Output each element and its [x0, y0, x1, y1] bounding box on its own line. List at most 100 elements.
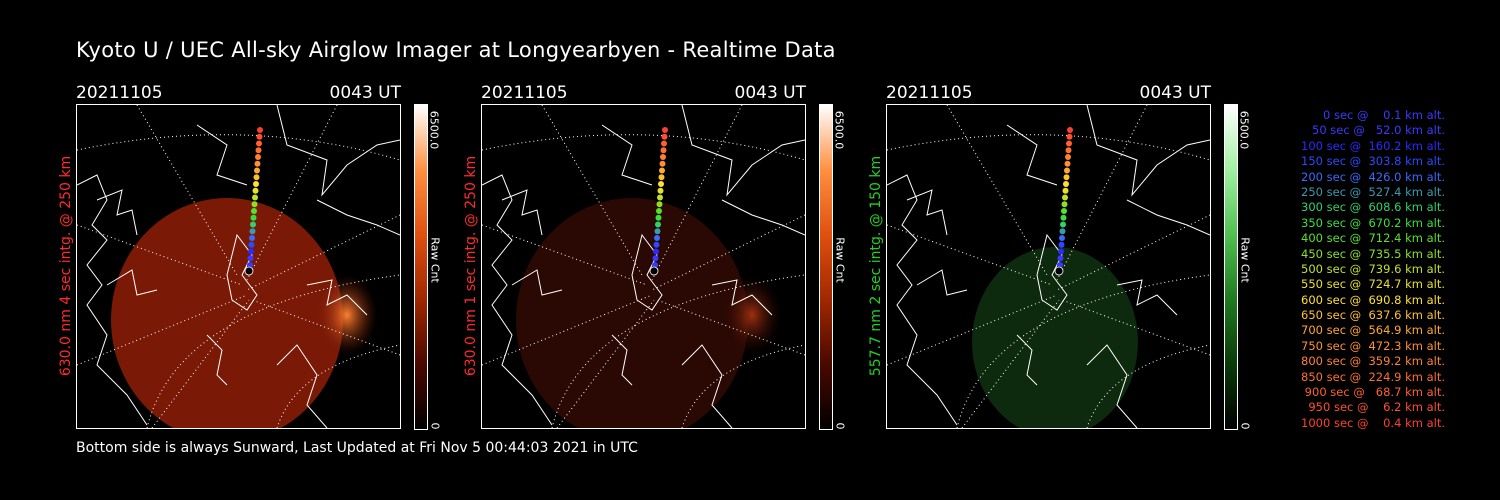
panel-3-image: [886, 104, 1211, 429]
panel-1-ylabel-text: 630.0 nm 4 sec intg. @ 250 km: [58, 155, 74, 376]
grid-line: [681, 344, 805, 428]
trajectory-dot: [1060, 214, 1067, 221]
legend-row: 500 sec @ 739.6 km alt.: [1297, 261, 1445, 276]
coastline: [77, 174, 148, 426]
grid-line: [246, 105, 338, 281]
trajectory-dot: [254, 160, 261, 167]
legend-row: 150 sec @ 303.8 km alt.: [1297, 154, 1445, 169]
trajectory-dot: [1064, 160, 1071, 167]
trajectory-dot: [249, 235, 255, 241]
trajectory-dot: [255, 147, 262, 154]
trajectory-dot: [1066, 140, 1072, 147]
trajectory-dot: [248, 248, 254, 255]
panel-3-cb-min: 0: [1238, 422, 1252, 430]
panel-2: 20211105 0043 UT: [481, 83, 806, 429]
panel-3-ylabel-text: 557.7 nm 2 sec intg. @ 150 km: [868, 155, 884, 376]
grid-line: [651, 214, 805, 291]
trajectory-dot: [1061, 208, 1067, 214]
trajectory-dot: [1062, 194, 1068, 201]
panel-1-colorbar: [414, 104, 428, 430]
trajectory-dot: [247, 262, 253, 268]
panel-3-date: 20211105: [886, 83, 973, 103]
legend-row: 550 sec @ 724.7 km alt.: [1297, 277, 1445, 292]
trajectory-dot: [1058, 248, 1064, 255]
panel-2-ylabel: 630.0 nm 1 sec intg. @ 250 km: [461, 93, 481, 438]
legend-row: 600 sec @ 690.8 km alt.: [1297, 292, 1445, 307]
coastline: [196, 124, 248, 186]
grid-line: [482, 134, 805, 161]
trajectory-dot: [1062, 187, 1069, 194]
trajectory-dot: [255, 154, 261, 160]
legend-row: 950 sec @ 6.2 km alt.: [1304, 400, 1445, 415]
panel-2-cb-min: 0: [833, 422, 847, 430]
trajectory-dot: [251, 208, 257, 214]
panel-2-ylabel-text: 630.0 nm 1 sec intg. @ 250 km: [463, 155, 479, 376]
trajectory-dot: [252, 194, 258, 201]
trajectory-dot: [251, 201, 258, 208]
trajectory-dot: [1057, 262, 1063, 268]
trajectory-dot: [247, 255, 254, 262]
legend-row: 250 sec @ 527.4 km alt.: [1297, 184, 1445, 199]
trajectory-dot: [254, 167, 260, 174]
legend-row: 300 sec @ 608.6 km alt.: [1297, 200, 1445, 215]
legend-row: 200 sec @ 426.0 km alt.: [1297, 169, 1445, 184]
grid-line: [961, 299, 1060, 428]
grid-line: [246, 214, 400, 291]
panel-1-cb-min: 0: [428, 422, 442, 430]
panel-1-date: 20211105: [76, 83, 163, 103]
trajectory-dot: [656, 201, 663, 208]
panel-1: 20211105 0043 UT: [76, 83, 401, 429]
legend-row: 50 sec @ 52.0 km alt.: [1304, 123, 1445, 138]
panel-3-map: [887, 105, 1210, 428]
trajectory-dot: [252, 187, 259, 194]
coastline: [601, 124, 653, 186]
coastline: [276, 344, 328, 428]
trajectory-dot: [1058, 241, 1065, 248]
panel-1-cb-max: 6500.0: [427, 110, 441, 150]
coastline: [916, 269, 968, 296]
legend-row: 350 sec @ 670.2 km alt.: [1297, 215, 1445, 230]
trajectory-dot: [658, 181, 664, 187]
grid-line: [887, 134, 1210, 161]
grid-line: [956, 274, 1210, 428]
trajectory-dot: [1063, 174, 1070, 181]
panel-2-image: [481, 104, 806, 429]
legend-row: 0 sec @ 0.1 km alt.: [1312, 108, 1445, 122]
trajectory-dot: [659, 160, 666, 167]
trajectory-dot: [1067, 127, 1073, 133]
trajectory-dot: [658, 174, 665, 181]
trajectory-dot: [253, 181, 259, 187]
panel-1-cb-unit: Raw Cnt: [428, 237, 442, 283]
coastline: [1016, 334, 1038, 386]
panel-2-map: [482, 105, 805, 428]
grid-line: [541, 105, 643, 276]
legend-row: 100 sec @ 160.2 km alt.: [1297, 138, 1445, 153]
page-title: Kyoto U / UEC All-sky Airglow Imager at …: [76, 38, 836, 62]
trajectory-dot: [652, 262, 658, 268]
trajectory-dot: [1065, 154, 1071, 160]
station-marker: [1054, 266, 1064, 276]
coastline: [206, 334, 228, 386]
grid-line: [651, 105, 743, 281]
panel-3-cb-unit: Raw Cnt: [1238, 237, 1252, 283]
trajectory-dot: [652, 255, 659, 262]
trajectory-dot: [1066, 133, 1073, 140]
legend-row: 850 sec @ 224.9 km alt.: [1297, 369, 1445, 384]
coastline: [106, 269, 158, 296]
trajectory-dot: [250, 221, 256, 228]
trajectory-dot: [654, 228, 661, 235]
grid-line: [556, 299, 655, 428]
trajectory-dot: [1064, 167, 1070, 174]
panel-3-ylabel: 557.7 nm 2 sec intg. @ 150 km: [866, 93, 886, 438]
coastline: [721, 199, 805, 236]
coastline: [681, 344, 733, 428]
coastline: [316, 199, 400, 236]
panel-2-cb-max: 6500.0: [832, 110, 846, 150]
trajectory-dot: [249, 228, 256, 235]
trajectory-dot: [654, 235, 660, 241]
panel-2-cb-unit: Raw Cnt: [833, 237, 847, 283]
trajectory-dot: [655, 214, 662, 221]
coastline: [482, 174, 553, 426]
airglow-disk: [516, 198, 748, 428]
grid-line: [1056, 214, 1210, 291]
